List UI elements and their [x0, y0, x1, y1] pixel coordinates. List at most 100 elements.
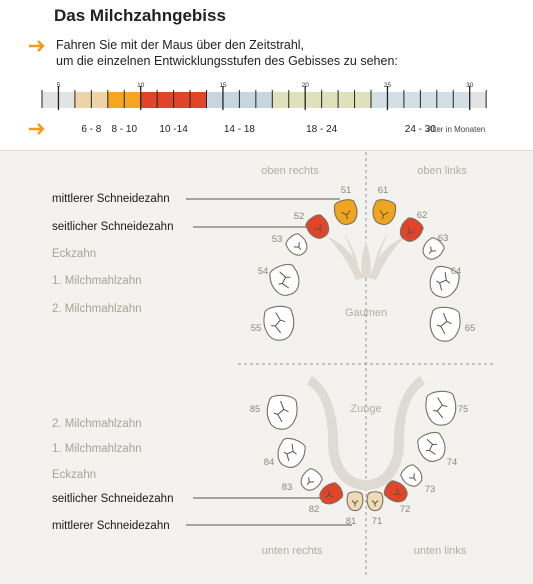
tooth-62	[399, 217, 424, 242]
tooth-71	[366, 491, 384, 512]
tooth-groove	[428, 246, 437, 254]
dental-diagram: oben rechts oben links unten rechts unte…	[52, 152, 494, 578]
tooth-groove	[351, 500, 359, 507]
tooth-groove	[341, 210, 351, 220]
tooth-crown	[266, 394, 298, 430]
tooth-number-label: 85	[250, 404, 261, 415]
timeline-segment-label[interactable]: 8 - 10	[111, 124, 137, 135]
tooth-number-label: 81	[346, 516, 357, 527]
tooth-crown	[400, 464, 423, 487]
tooth-groove	[379, 210, 389, 220]
leader-lines	[186, 198, 352, 526]
tooth-groove	[425, 438, 438, 455]
tooth-groove	[406, 227, 415, 236]
diagram-panel	[0, 150, 533, 584]
arrow-right-icon	[29, 123, 45, 135]
tooth-number-label: 64	[451, 266, 462, 277]
tooth-84	[277, 437, 306, 468]
instruction-line-1: Fahren Sie mit der Maus über den Zeitstr…	[56, 38, 305, 52]
tooth-crown	[425, 390, 457, 426]
lower-tooth-type-label: seitlicher Schneidezahn	[52, 493, 173, 505]
lower-tooth-type-list: 2. Milchmahlzahn 1. Milchmahlzahn Eckzah…	[52, 418, 173, 532]
timeline-segment-label[interactable]: 6 - 8	[81, 124, 101, 135]
tooth-groove	[436, 272, 451, 291]
tooth-82	[319, 482, 344, 505]
tooth-52	[305, 214, 330, 239]
tooth-crown	[383, 480, 408, 503]
tooth-groove	[371, 500, 379, 507]
tooth-number-label: 65	[465, 323, 476, 334]
lower-tooth-type-label: 2. Milchmahlzahn	[52, 418, 141, 430]
upper-tooth-type-label: Eckzahn	[52, 248, 96, 260]
tooth-groove	[393, 488, 402, 496]
upper-tooth-type-label: 2. Milchmahlzahn	[52, 303, 141, 315]
tooth-groove	[408, 473, 417, 481]
tooth-85	[266, 394, 298, 430]
timeline-scale-label: 10	[137, 82, 145, 89]
palate-label: Gaumen	[345, 307, 387, 319]
timeline-scale-label: 5	[57, 82, 61, 89]
tooth-groove	[283, 443, 297, 462]
tooth-crown	[305, 214, 330, 239]
timeline-scale-label: 15	[219, 82, 227, 89]
tooth-65	[429, 306, 461, 342]
tooth-crown	[429, 265, 460, 298]
upper-tooth-type-label: 1. Milchmahlzahn	[52, 275, 141, 287]
tooth-crown	[417, 431, 446, 462]
tooth-54	[269, 263, 300, 296]
tooth-number-label: 72	[400, 504, 411, 515]
tooth-64	[429, 265, 460, 298]
timeline-scale-label: 25	[384, 82, 392, 89]
tooth-83	[300, 468, 323, 491]
timeline-segment-label[interactable]: 10 -14	[159, 124, 188, 135]
tooth-number-label: 54	[258, 266, 269, 277]
timeline-scale-label: 20	[302, 82, 310, 89]
tooth-81	[346, 491, 364, 512]
tooth-crown	[319, 482, 344, 505]
page-title: Das Milchzahngebiss	[54, 6, 226, 25]
tooth-number-label: 83	[282, 482, 293, 493]
quadrant-label-upper-left: oben links	[417, 165, 467, 177]
tooth-crown	[333, 199, 358, 225]
tooth-groove	[436, 312, 452, 335]
tooth-groove	[306, 477, 315, 485]
tooth-groove	[433, 397, 448, 419]
upper-tooth-type-list: mittlerer Schneidezahn seitlicher Schnei…	[52, 193, 173, 315]
tooth-number-label: 53	[272, 234, 283, 245]
timeline-segment-label[interactable]: 14 - 18	[224, 124, 256, 135]
upper-tooth-type-label: seitlicher Schneidezahn	[52, 221, 173, 233]
tooth-75	[425, 390, 457, 426]
tooth-crown	[366, 491, 384, 512]
tooth-73	[400, 464, 423, 487]
tooth-number-label: 61	[378, 185, 389, 196]
tooth-51	[333, 199, 358, 225]
tooth-groove	[314, 224, 323, 233]
tooth-number-label: 55	[251, 323, 262, 334]
tooth-number-label: 84	[264, 457, 275, 468]
tooth-number-label: 74	[447, 457, 458, 468]
palate-icon	[326, 234, 406, 280]
teeth-layer: 51 61 52 62 53 63 54 64 55 65 85 75 84 74 83 73 82 72 81 71	[250, 185, 476, 527]
tooth-crown	[372, 199, 397, 225]
tooth-number-label: 73	[425, 484, 436, 495]
timeline-segment-label[interactable]: 24 - 30	[405, 124, 437, 135]
tooth-crown	[422, 237, 445, 260]
tooth-number-label: 82	[309, 504, 320, 515]
lower-tooth-type-label: 1. Milchmahlzahn	[52, 443, 141, 455]
quadrant-label-upper-right: oben rechts	[261, 165, 319, 177]
tooth-number-label: 51	[341, 185, 352, 196]
tooth-74	[417, 431, 446, 462]
timeline-slider[interactable]: 5 10 15 20 25 30 6 - 8 8 - 10 10 -14 14 - 18 18 -…	[0, 78, 533, 144]
tooth-number-label: 62	[417, 210, 428, 221]
timeline-segment-label[interactable]: 18 - 24	[306, 124, 338, 135]
lower-tooth-type-label: Eckzahn	[52, 469, 96, 481]
tooth-crown	[285, 233, 308, 256]
tooth-number-label: 75	[458, 404, 469, 415]
tooth-crown	[263, 305, 295, 341]
lower-tooth-type-label: mittlerer Schneidezahn	[52, 520, 170, 532]
tooth-crown	[277, 437, 306, 468]
tooth-number-label: 52	[294, 211, 305, 222]
age-unit-label: Alter in Monaten	[427, 125, 485, 134]
tooth-crown	[429, 306, 461, 342]
